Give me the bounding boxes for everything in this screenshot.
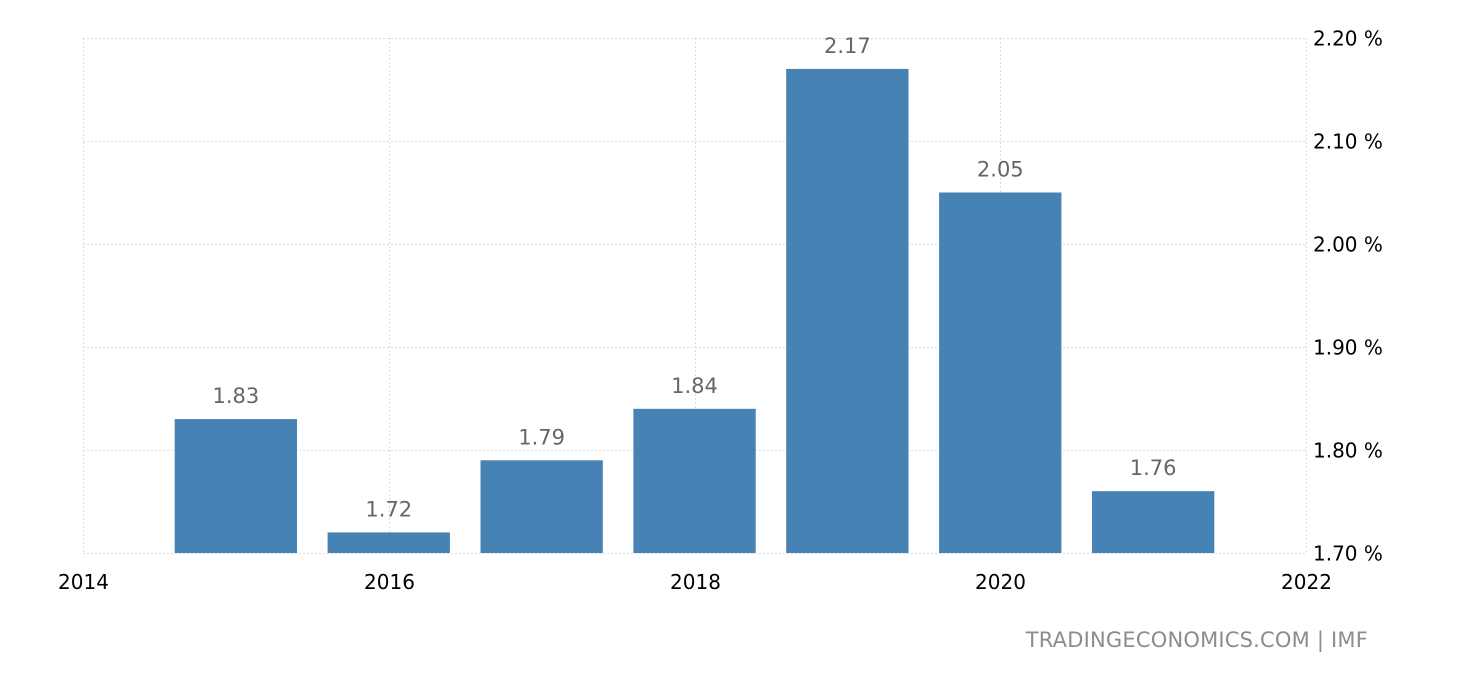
y-tick-label: 2.20 % bbox=[1313, 27, 1383, 51]
y-axis: 1.70 % 1.80 % 1.90 % 2.00 % 2.10 % 2.20 % bbox=[1313, 27, 1383, 566]
y-tick-label: 2.10 % bbox=[1313, 130, 1383, 154]
data-label-2015: 1.83 bbox=[213, 384, 260, 408]
bar-2021[interactable] bbox=[1092, 491, 1215, 553]
bar-2017[interactable] bbox=[480, 460, 603, 553]
y-tick-label: 1.80 % bbox=[1313, 439, 1383, 463]
x-tick-label: 2014 bbox=[58, 570, 109, 594]
bar-2015[interactable] bbox=[174, 419, 297, 553]
bar-2019[interactable] bbox=[786, 68, 909, 554]
source-credit[interactable]: TRADINGECONOMICS.COM | IMF bbox=[1025, 628, 1368, 652]
data-label-2017: 1.79 bbox=[518, 425, 565, 449]
y-tick-label: 1.70 % bbox=[1313, 542, 1383, 566]
data-labels: 1.83 1.72 1.79 1.84 2.17 2.05 1.76 bbox=[213, 34, 1177, 522]
x-tick-label: 2018 bbox=[670, 570, 721, 594]
data-label-2021: 1.76 bbox=[1130, 456, 1177, 480]
data-label-2018: 1.84 bbox=[671, 374, 718, 398]
data-label-2019: 2.17 bbox=[824, 34, 871, 58]
x-tick-label: 2016 bbox=[364, 570, 415, 594]
y-tick-label: 2.00 % bbox=[1313, 233, 1383, 257]
y-tick-label: 1.90 % bbox=[1313, 336, 1383, 360]
x-tick-label: 2020 bbox=[975, 570, 1026, 594]
bar-2020[interactable] bbox=[939, 192, 1062, 554]
x-tick-label: 2022 bbox=[1281, 570, 1332, 594]
x-axis: 2014 2016 2018 2020 2022 bbox=[58, 570, 1332, 594]
data-label-2016: 1.72 bbox=[365, 497, 412, 521]
bar-2018[interactable] bbox=[633, 408, 756, 553]
data-label-2020: 2.05 bbox=[977, 158, 1024, 182]
bars bbox=[174, 68, 1215, 554]
bar-2016[interactable] bbox=[327, 532, 450, 553]
